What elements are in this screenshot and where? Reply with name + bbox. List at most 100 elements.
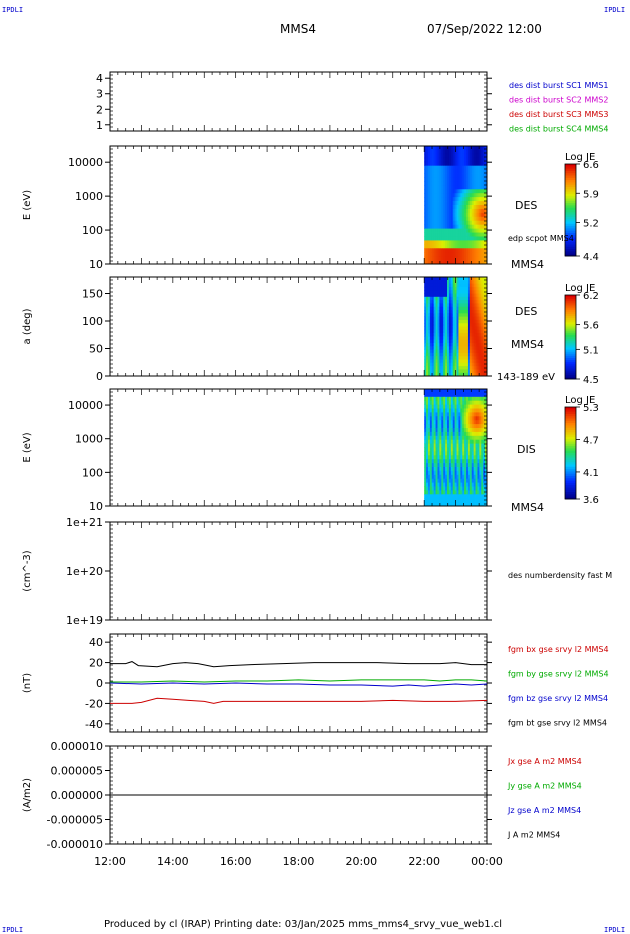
dis-energy-heatmap-cell <box>477 428 480 433</box>
dis-energy-heatmap-cell <box>458 392 461 398</box>
des-energy-heatmap-cell <box>437 146 440 151</box>
des-energy-heatmap-cell <box>450 260 454 265</box>
des-pitch-heatmap-cell <box>473 343 476 347</box>
des-pitch-heatmap <box>424 277 488 377</box>
des-pitch-heatmap-cell <box>452 362 456 367</box>
des-energy-heatmap-cell <box>462 248 465 253</box>
des-energy-heatmap-cell <box>445 224 448 229</box>
des-pitch-heatmap-cell <box>443 356 446 360</box>
dis-energy-heatmap-cell <box>462 447 465 452</box>
dis-energy-heatmap-cell <box>431 396 435 402</box>
des-energy-heatmap-cell <box>477 157 480 163</box>
des-pitch-heatmap-cell <box>427 306 431 311</box>
des-pitch-heatmap-cell <box>435 346 438 350</box>
des-energy-heatmap-cell <box>433 197 436 202</box>
des-pitch-heatmap-cell <box>431 369 435 374</box>
dis-energy-heatmap-cell <box>477 482 480 487</box>
dis-energy-heatmap-cell <box>466 474 469 480</box>
des-pitch-heatmap-cell <box>456 359 459 364</box>
des-energy-heatmap-cell <box>460 232 463 237</box>
dis-energy-heatmap-cell <box>433 412 436 417</box>
dis-energy-heatmap-cell <box>431 416 435 421</box>
des-pitch-heatmap-cell <box>485 280 488 284</box>
dis-energy-heatmap-cell <box>447 400 450 405</box>
des-energy-heatmap-cell <box>441 153 444 159</box>
dis-energy-heatmap-cell <box>473 494 476 499</box>
des-pitch-heatmap-cell <box>466 339 469 344</box>
des-pitch-heatmap-cell <box>435 316 438 321</box>
des-pitch-heatmap-cell <box>467 290 471 294</box>
des-pitch-heatmap-cell <box>471 349 475 354</box>
dis-energy-heatmap-cell <box>426 443 429 448</box>
des-pitch-heatmap-cell <box>450 306 454 311</box>
des-pitch-heatmap-cell <box>456 290 459 294</box>
des-pitch-colorbar-cell <box>565 353 576 357</box>
des-pitch-heatmap-cell <box>483 333 486 337</box>
dis-energy-heatmap-cell <box>483 490 486 495</box>
des-energy-heatmap-cell <box>466 173 469 178</box>
des-pitch-heatmap-cell <box>462 343 465 347</box>
des-pitch-heatmap-cell <box>469 362 473 367</box>
des-energy-heatmap-cell <box>467 185 471 190</box>
des-energy-heatmap-cell <box>424 149 427 155</box>
des-pitch-heatmap-cell <box>466 333 469 337</box>
des-energy-heatmap-cell <box>477 228 480 233</box>
current-ytick-label: 0.000000 <box>51 789 104 802</box>
dis-energy-heatmap-cell <box>473 490 476 495</box>
des-pitch-heatmap-cell <box>435 333 438 337</box>
des-energy-heatmap-cell <box>483 236 486 241</box>
des-energy-heatmap-cell <box>460 244 463 249</box>
dis-energy-heatmap-cell <box>452 455 456 460</box>
dis-energy-heatmap-cell <box>475 396 478 402</box>
dis-energy-heatmap-cell <box>485 490 488 495</box>
des-pitch-heatmap-cell <box>462 303 465 308</box>
des-energy-heatmap-cell <box>454 149 457 155</box>
des-pitch-heatmap-cell <box>441 290 444 294</box>
des-energy-heatmap-cell <box>443 228 446 233</box>
dis-energy-heatmap-cell <box>458 455 461 460</box>
des-energy-heatmap-cell <box>450 220 454 226</box>
dis-energy-heatmap-cell <box>462 424 465 429</box>
des-pitch-heatmap-cell <box>464 277 467 281</box>
des-pitch-colorbar-cell <box>565 360 576 363</box>
dis-energy-heatmap-cell <box>462 400 465 405</box>
des-pitch-heatmap-cell <box>456 300 459 304</box>
des-pitch-heatmap-cell <box>477 366 480 370</box>
dis-energy-heatmap-cell <box>467 443 471 448</box>
des-energy-heatmap-cell <box>447 228 450 233</box>
des-energy-heatmap-cell <box>456 197 459 202</box>
des-energy-heatmap-cell <box>429 228 433 233</box>
des-pitch-heatmap-cell <box>441 283 444 288</box>
dis-energy-heatmap-cell <box>427 494 431 499</box>
des-pitch-heatmap-cell <box>466 316 469 321</box>
x-tick-label: 22:00 <box>408 855 440 868</box>
des-energy-heatmap-cell <box>471 185 475 190</box>
dis-energy-heatmap-cell <box>473 447 476 452</box>
des-pitch-heatmap-cell <box>447 296 450 301</box>
des-pitch-heatmap-cell <box>448 329 452 334</box>
dis-energy-heatmap-cell <box>445 470 448 476</box>
des-pitch-heatmap-cell <box>479 346 482 350</box>
dis-energy-heatmap-cell <box>469 478 473 483</box>
dis-energy-heatmap-cell <box>464 502 467 507</box>
des-pitch-heatmap-cell <box>431 277 435 281</box>
des-energy-heatmap-cell <box>467 193 471 198</box>
des-energy-heatmap-cell <box>456 228 459 233</box>
dis-energy-heatmap-cell <box>452 439 456 444</box>
dis-energy-heatmap-cell <box>479 474 482 480</box>
dis-energy-heatmap-cell <box>452 412 456 417</box>
dis-energy-heatmap-cell <box>452 494 456 499</box>
des-pitch-heatmap-cell <box>454 339 457 344</box>
dis-energy-heatmap-cell <box>483 451 486 456</box>
des-pitch-heatmap-cell <box>458 290 461 294</box>
des-energy-heatmap-cell <box>483 161 486 167</box>
des-energy-heatmap-cell <box>424 157 427 163</box>
des-pitch-heatmap-cell <box>481 372 484 377</box>
des-pitch-heatmap-cell <box>433 286 436 291</box>
des-pitch-heatmap-cell <box>452 290 456 294</box>
des-pitch-heatmap-cell <box>452 283 456 288</box>
dis-energy-colorbar-cell <box>565 453 576 456</box>
des-energy-heatmap-cell <box>441 201 444 206</box>
des-pitch-heatmap-cell <box>462 300 465 304</box>
dis-energy-heatmap-cell <box>473 470 476 476</box>
